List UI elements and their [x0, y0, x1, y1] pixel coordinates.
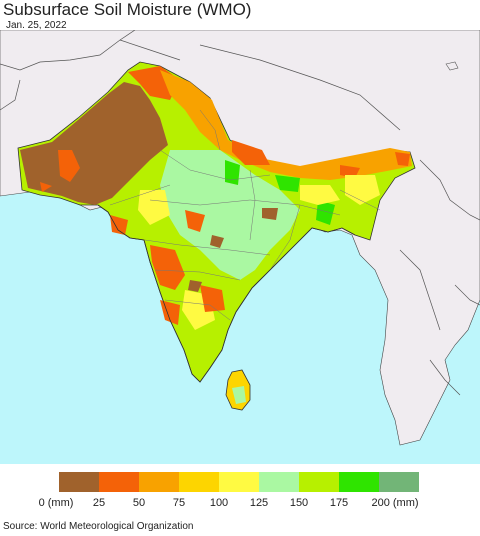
- soil-moisture-map: [0, 30, 480, 464]
- legend-tick: 0 (mm): [38, 497, 74, 509]
- dry-zone-northwest: [20, 82, 168, 205]
- legend-swatch-6: [299, 472, 339, 492]
- legend-swatch-5: [259, 472, 299, 492]
- legend-tick: 100: [209, 497, 229, 509]
- coastline: [97, 204, 356, 383]
- legend-tick: 175: [329, 497, 349, 509]
- legend-swatch-0: [59, 472, 99, 492]
- legend-swatch-4: [219, 472, 259, 492]
- legend-swatch-8: [379, 472, 419, 492]
- legend-swatch-2: [139, 472, 179, 492]
- legend-ticks: 0 (mm) 25 50 75 100 125 150 175 200 (mm): [0, 497, 480, 511]
- orange-belt-north: [160, 70, 412, 180]
- legend-tick: 50: [132, 497, 146, 509]
- legend-tick: 200 (mm): [371, 497, 419, 509]
- legend-tick: 125: [249, 497, 269, 509]
- brown-patches: [188, 208, 278, 292]
- bright-green-patches: [225, 160, 335, 225]
- sri-lanka-green: [232, 386, 246, 404]
- state-borders: [109, 109, 381, 321]
- yellow-patches: [138, 175, 380, 330]
- legend-tick: 75: [172, 497, 186, 509]
- legend-swatch-7: [339, 472, 379, 492]
- orange-patches-south: [110, 210, 225, 325]
- orange-fringe-northwest: [40, 66, 180, 192]
- legend-tick: 150: [289, 497, 309, 509]
- map-title: Subsurface Soil Moisture (WMO): [3, 0, 252, 19]
- legend-swatch-1: [99, 472, 139, 492]
- legend-colorbar: [59, 472, 419, 492]
- legend-swatch-3: [179, 472, 219, 492]
- green-zone-central: [160, 150, 300, 280]
- country-borders: [0, 30, 480, 396]
- source-credit: Source: World Meteorological Organizatio…: [3, 521, 194, 532]
- small-island: [445, 61, 459, 71]
- legend-tick: 25: [92, 497, 106, 509]
- map-date: Jan. 25, 2022: [6, 20, 67, 31]
